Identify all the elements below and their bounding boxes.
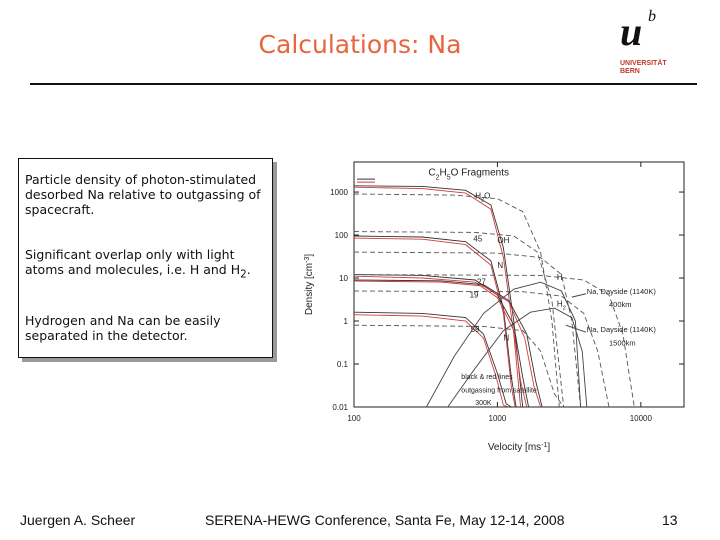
- y-tick-label: 10: [339, 274, 348, 283]
- pointer-na-1500: [565, 324, 587, 333]
- paragraph-2-text: Significant overlap only with light atom…: [25, 247, 241, 277]
- y-tick-label: 0.01: [332, 403, 348, 412]
- series-line: [353, 193, 560, 408]
- label-na-1500-alt: 1500km: [609, 338, 636, 347]
- label-59: 59: [471, 325, 480, 334]
- y-tick-label: 100: [335, 231, 349, 240]
- series-line: [353, 324, 565, 408]
- series-line: [426, 281, 582, 408]
- logo-line-1: UNIVERSITÄT: [620, 60, 667, 67]
- university-logo: u b UNIVERSITÄT BERN: [618, 6, 698, 82]
- h2-subscript: 2: [240, 268, 247, 281]
- label-n2: N: [503, 334, 509, 343]
- y-axis-label: Density [cm-3]: [304, 254, 316, 315]
- series-line: [353, 290, 610, 408]
- x-tick-label: 1000: [489, 414, 507, 423]
- series-line: [353, 251, 582, 408]
- plot-frame: [353, 161, 685, 408]
- series-line: [353, 231, 565, 408]
- slide-title: Calculations: Na: [258, 30, 462, 59]
- logo-text: UNIVERSITÄT BERN: [620, 60, 667, 76]
- note-line-2: outgassing from satellite: [461, 387, 537, 394]
- y-tick-label: 1: [344, 317, 349, 326]
- series-line: [353, 235, 517, 408]
- paragraph-1: Particle density of photon-stimulated de…: [25, 172, 261, 217]
- paragraph-2: Significant overlap only with light atom…: [25, 247, 264, 283]
- x-tick-label: 100: [347, 414, 361, 423]
- paragraph-3: Hydrogen and Na can be easily separated …: [25, 312, 221, 343]
- label-na-400-alt: 400km: [609, 300, 632, 309]
- label-n: N: [497, 261, 503, 270]
- series-line: [447, 307, 588, 408]
- chart-svg: 100 1000 10000 0.01 0.1 1 10 100 1000 Velocity [m…: [304, 161, 685, 454]
- note-line-1: black & red lines: [461, 374, 513, 381]
- legend-title: C2H5O Fragments: [428, 168, 509, 182]
- label-na-400: Na, Dayside (1140K): [587, 287, 657, 296]
- series-line: [353, 274, 635, 408]
- series-line: [353, 275, 528, 408]
- label-h: H: [557, 273, 563, 282]
- series-line: [353, 311, 512, 408]
- series-line: [353, 237, 516, 408]
- label-na-1500: Na, Dayside (1140K): [587, 325, 657, 334]
- footer-author: Juergen A. Scheer: [20, 512, 136, 528]
- note-line-3: 300K: [475, 400, 492, 407]
- series-line: [353, 279, 543, 408]
- label-oh: OH: [497, 236, 509, 245]
- label-27: 27: [477, 278, 486, 287]
- title-rule: [30, 83, 697, 85]
- page-number: 13: [662, 512, 678, 528]
- density-chart: 100 1000 10000 0.01 0.1 1 10 100 1000 Velocity [m…: [296, 150, 706, 460]
- logo-line-2: BERN: [620, 68, 640, 75]
- x-tick-label: 10000: [630, 414, 653, 423]
- footer-conference: SERENA-HEWG Conference, Santa Fe, May 12…: [205, 512, 565, 528]
- y-tick-label: 1000: [330, 188, 348, 197]
- label-h2: H2: [557, 299, 566, 311]
- pointer-na-400: [571, 293, 587, 298]
- y-tick-label: 0.1: [337, 360, 349, 369]
- text-box: Particle density of photon-stimulated de…: [18, 158, 273, 358]
- label-h2o: H2O: [475, 192, 490, 204]
- series-line: [353, 185, 524, 408]
- logo-mark: u: [620, 9, 643, 54]
- series-line: [353, 280, 542, 408]
- x-axis-label: Velocity [ms-1]: [488, 442, 551, 454]
- label-45: 45: [473, 235, 482, 244]
- logo-mark-sup: b: [648, 8, 656, 25]
- series-line: [353, 314, 509, 408]
- paragraph-2-suffix: .: [246, 262, 251, 277]
- label-19: 19: [470, 291, 479, 300]
- series-line: [353, 186, 522, 408]
